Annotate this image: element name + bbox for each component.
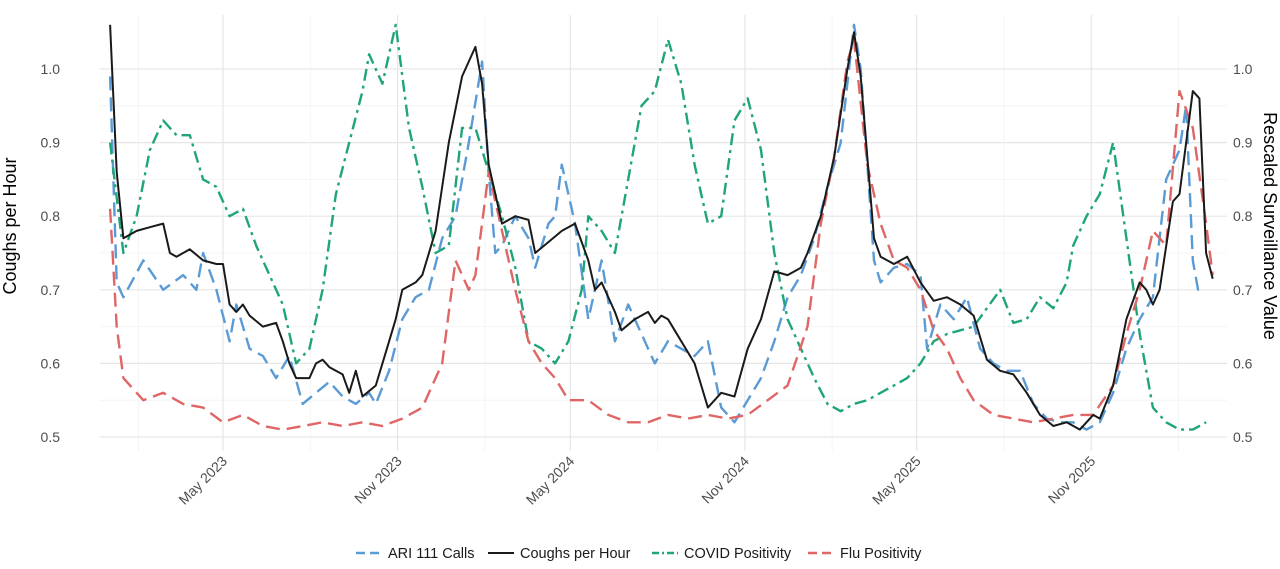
series-line-covid-positivity (108, 23, 1207, 431)
y-axis-right-title: Rescaled Surveillance Value (1260, 112, 1280, 340)
y-tick-label-left: 1.0 (41, 61, 61, 77)
y-tick-label-left: 0.6 (41, 355, 61, 371)
series-line-ari-111-calls (108, 23, 1201, 431)
series-line-flu-positivity (108, 38, 1214, 431)
x-tick-label: Nov 2025 (1045, 453, 1099, 507)
legend-item: ARI 111 Calls (356, 546, 475, 562)
y-tick-label-right: 0.9 (1233, 135, 1253, 151)
legend-item: Flu Positivity (808, 546, 922, 562)
x-tick-label: May 2024 (523, 453, 578, 508)
legend: ARI 111 Calls Coughs per Hour COVID Positi… (356, 546, 922, 562)
y-tick-label-left: 0.8 (41, 208, 61, 224)
legend-label: Flu Positivity (840, 546, 922, 562)
legend-label: Coughs per Hour (520, 546, 631, 562)
x-tick-label: May 2025 (869, 453, 924, 508)
x-axis-ticks: May 2023 Nov 2023 May 2024 Nov 2024 May 2025… (175, 453, 1098, 508)
x-tick-label: Nov 2024 (698, 453, 752, 507)
y-tick-label-right: 0.7 (1233, 282, 1253, 298)
y-axis-left-title: Coughs per Hour (0, 157, 20, 294)
legend-label: ARI 111 Calls (388, 546, 475, 562)
y-tick-label-left: 0.5 (41, 429, 61, 445)
y-tick-label-right: 0.5 (1233, 429, 1253, 445)
legend-item: Coughs per Hour (488, 546, 631, 562)
x-tick-label: May 2023 (175, 453, 230, 508)
series-lines (108, 23, 1214, 431)
legend-item: COVID Positivity (652, 546, 792, 562)
legend-label: COVID Positivity (684, 546, 792, 562)
y-tick-label-right: 0.8 (1233, 208, 1253, 224)
y-axis-right-ticks: 0.5 0.6 0.7 0.8 0.9 1.0 (1233, 61, 1253, 445)
y-tick-label-left: 0.7 (41, 282, 61, 298)
grid-lines (100, 15, 1227, 451)
y-tick-label-right: 1.0 (1233, 61, 1253, 77)
y-tick-label-left: 0.9 (41, 135, 61, 151)
y-axis-left-ticks: 0.5 0.6 0.7 0.8 0.9 1.0 (41, 61, 61, 445)
series-line-coughs-per-hour (109, 24, 1214, 431)
y-tick-label-right: 0.6 (1233, 355, 1253, 371)
x-tick-label: Nov 2023 (351, 453, 405, 507)
